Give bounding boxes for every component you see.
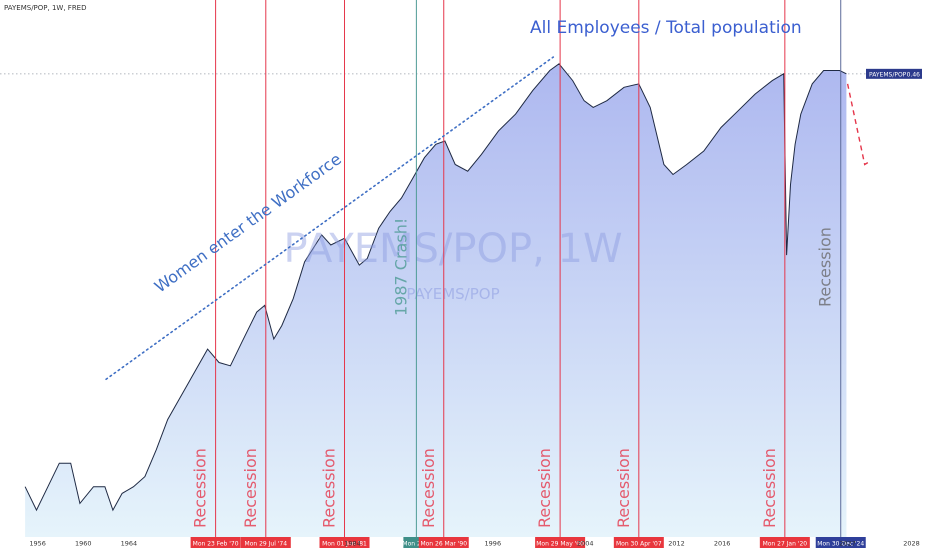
x-tick-label-5: 1996	[485, 540, 502, 548]
chart-title: All Employees / Total population	[530, 18, 802, 38]
event-date-tag-1	[190, 537, 241, 548]
x-tick-label-8: 2016	[714, 540, 731, 548]
event-label-3: Recession	[320, 448, 339, 528]
event-label-6: Recession	[535, 448, 554, 528]
event-label-2: Recession	[241, 448, 260, 528]
watermark-sub: PAYEMS/POP	[406, 285, 499, 303]
event-date-tag-8	[759, 537, 810, 548]
price-label-value: 0.46	[907, 71, 921, 78]
event-date-label-3: Mon 01 Jun '81	[322, 541, 367, 548]
event-date-label-5: Mon 26 Mar '90	[420, 541, 467, 548]
event-date-tag-7	[613, 537, 664, 548]
event-date-tag-6	[535, 537, 586, 548]
series-line	[24, 63, 847, 512]
x-tick-label-7: 2012	[668, 540, 685, 548]
event-label-1: Recession	[191, 448, 210, 528]
series-area	[25, 63, 847, 538]
price-label-box	[866, 68, 922, 79]
x-tick-label-9: 2027	[839, 540, 856, 548]
x-tick-label-10: 2028	[903, 540, 920, 548]
symbol-info: PAYEMS/POP, 1W, FRED	[4, 4, 87, 12]
event-date-label-7: Mon 30 Apr '07	[616, 541, 662, 548]
x-tick-label-1: 1956	[29, 540, 46, 548]
x-tick-label-3: 1964	[121, 540, 138, 548]
event-date-tag-2	[240, 537, 291, 548]
event-date-label-4: Mon 21 S	[402, 541, 430, 548]
price-label-name: PAYEMS/POP	[869, 71, 907, 78]
event-date-label-6: Mon 29 May '00	[536, 541, 584, 548]
x-tick-label-4: 1984	[344, 540, 361, 548]
event-date-tag-4	[403, 537, 430, 548]
event-date-label-1: Mon 23 Feb '70	[193, 541, 239, 548]
event-date-label-2: Mon 29 Jul '74	[245, 541, 288, 548]
event-date-tag-9	[815, 537, 866, 548]
annotation-line-1	[105, 56, 555, 381]
event-date-tag-3	[319, 537, 370, 548]
watermark-main: PAYEMS/POP, 1W	[283, 226, 622, 272]
x-tick-label-6: 2004	[577, 540, 594, 548]
event-date-tag-5	[418, 537, 469, 548]
event-date-label-9: Mon 30 Dec '24	[817, 541, 864, 548]
projection-arrow	[846, 83, 871, 166]
event-label-5: Recession	[419, 448, 438, 528]
event-label-8: Recession	[760, 448, 779, 528]
event-label-9: Recession	[816, 227, 835, 307]
event-label-7: Recession	[614, 448, 633, 528]
event-date-label-8: Mon 27 Jan '20	[763, 541, 808, 548]
event-label-4: 1987 Crash!	[391, 218, 410, 316]
x-tick-label-2: 1960	[75, 540, 92, 548]
